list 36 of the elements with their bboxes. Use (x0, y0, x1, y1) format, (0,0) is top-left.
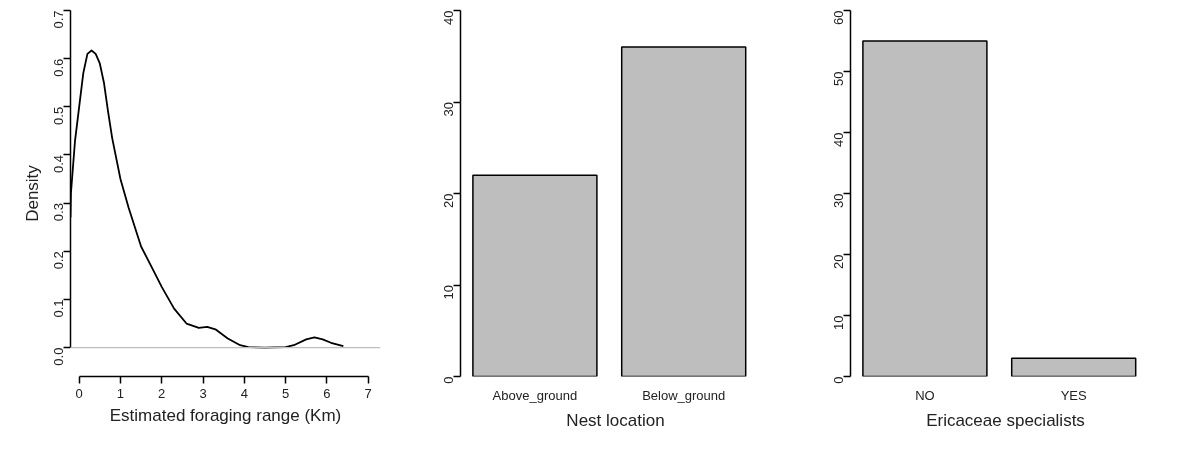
y-tick-label: 30 (441, 101, 456, 117)
y-tick-label: 0.4 (51, 154, 66, 174)
x-axis-title: Estimated foraging range (Km) (109, 405, 342, 425)
x-tick-label: Below_ground (642, 387, 726, 403)
x-axis-title: Ericaceae specialists (926, 410, 1085, 430)
y-tick-label: 60 (831, 10, 846, 25)
y-tick-label: 0.0 (51, 347, 66, 366)
x-tick-label: 7 (364, 385, 372, 401)
y-axis-title: Density (22, 164, 42, 222)
y-tick-label: 40 (831, 132, 846, 147)
x-tick-label: YES (1060, 387, 1088, 403)
x-tick-label: 3 (199, 385, 207, 401)
x-tick-label: Above_ground (492, 387, 578, 403)
y-tick-label: 0.5 (51, 106, 66, 125)
y-tick-label: 20 (441, 193, 456, 208)
y-tick-label: 0.6 (51, 58, 66, 77)
x-axis-title: Nest location (566, 410, 665, 430)
y-tick-label: 10 (831, 315, 846, 330)
y-tick-label: 20 (831, 254, 846, 269)
x-tick-label: NO (915, 387, 935, 403)
x-tick-label: 6 (323, 385, 331, 401)
y-tick-label: 30 (831, 193, 846, 208)
x-tick-label: 2 (158, 385, 166, 401)
x-tick-label: 4 (240, 385, 248, 401)
y-tick-label: 0.7 (51, 10, 66, 29)
y-tick-label: 0 (441, 376, 456, 384)
y-tick-label: 40 (441, 10, 456, 25)
y-tick-label: 0.1 (51, 299, 66, 318)
x-tick-label: 1 (116, 385, 125, 401)
y-tick-label: 0 (831, 376, 846, 384)
y-tick-label: 50 (831, 71, 846, 86)
x-tick-label: 0 (75, 385, 83, 401)
y-tick-label: 0.2 (51, 251, 66, 270)
y-tick-label: 0.3 (51, 203, 66, 222)
y-tick-label: 10 (441, 284, 456, 300)
x-tick-label: 5 (281, 385, 290, 401)
